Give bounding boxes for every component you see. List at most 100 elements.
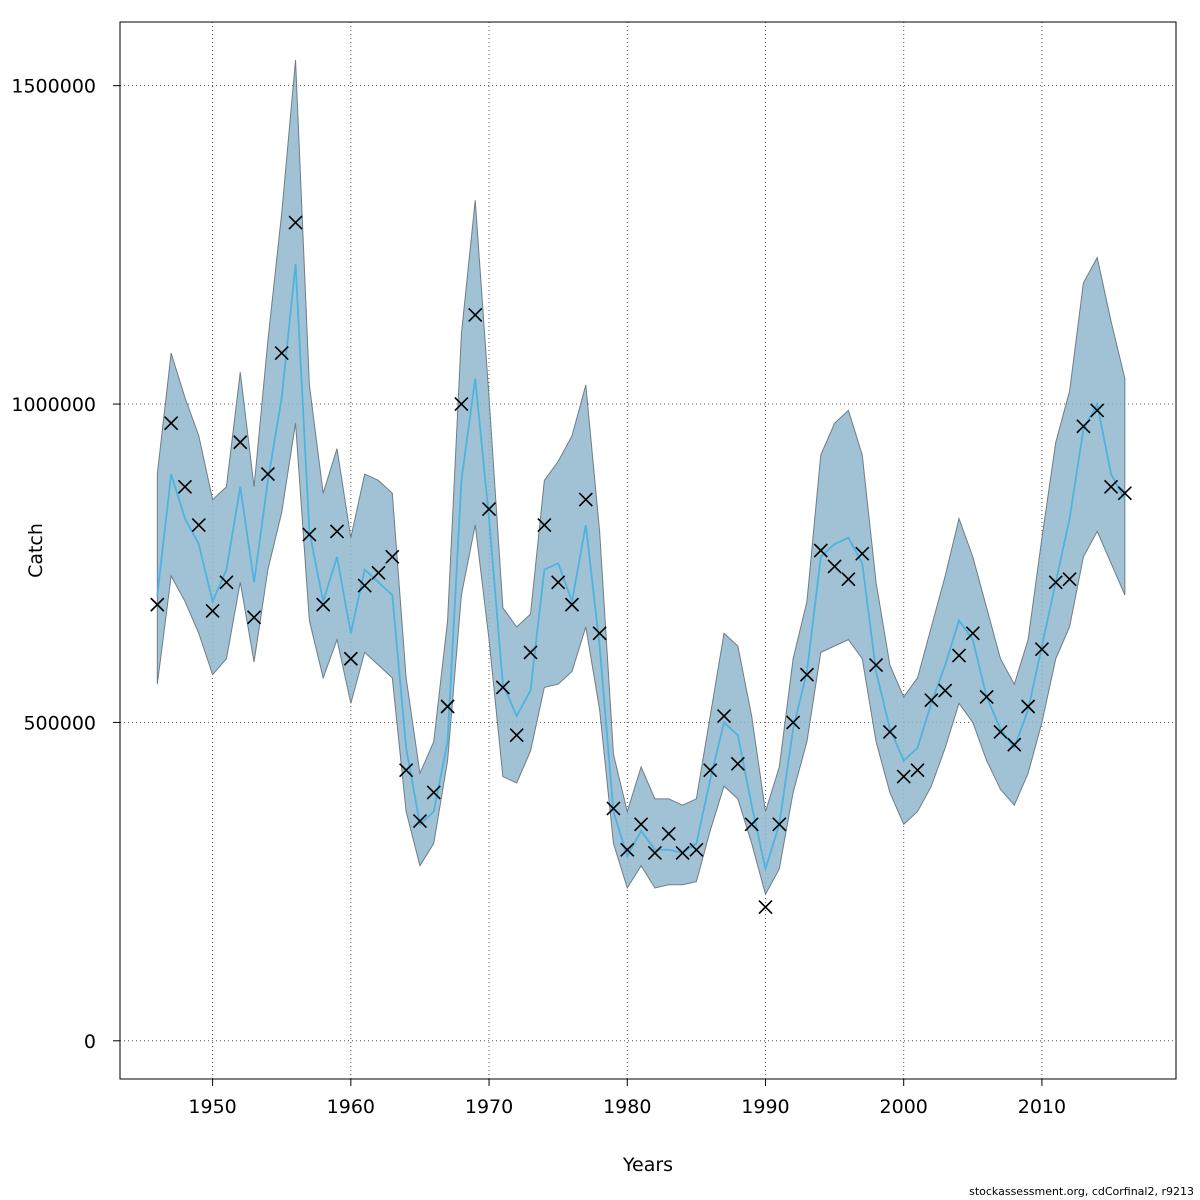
observed-point-stroke <box>647 845 662 861</box>
observed-point <box>247 610 262 625</box>
observed-point <box>799 667 815 682</box>
observed-point <box>1076 419 1091 434</box>
plot-frame <box>119 21 1177 1080</box>
credit-text: stockassessment.org, cdCorfinal2, r9213 <box>969 1185 1194 1198</box>
observed-point-stroke <box>1021 699 1036 714</box>
y-tick-label: 500000 <box>23 712 96 734</box>
observed-point <box>274 346 289 361</box>
observed-point <box>412 814 428 829</box>
observed-point <box>440 699 455 714</box>
observed-point <box>316 597 331 612</box>
observed-point <box>744 817 759 832</box>
observed-point-stroke <box>205 603 220 619</box>
observed-point <box>191 517 206 533</box>
observed-point <box>772 817 787 832</box>
grid-lines <box>120 22 1176 1079</box>
observed-point <box>399 763 414 778</box>
observed-point <box>689 842 704 857</box>
observed-point-stroke <box>260 467 275 482</box>
observed-point <box>1007 737 1022 752</box>
x-tick-label: 1950 <box>188 1096 236 1118</box>
x-tick-label: 1980 <box>603 1096 651 1118</box>
observed-point-stroke <box>938 683 953 698</box>
observed-point-stroke <box>951 648 967 663</box>
observed-point <box>1062 572 1077 587</box>
observed-point <box>938 683 953 698</box>
y-tick-label: 1500000 <box>11 76 96 98</box>
observed-point-stroke <box>799 667 815 682</box>
observed-point <box>233 435 248 450</box>
observed-point <box>1034 642 1049 657</box>
observed-point-stroke <box>233 435 248 450</box>
observed-point-stroke <box>716 708 732 724</box>
observed-point <box>965 626 980 641</box>
observed-point <box>924 693 939 708</box>
observed-point <box>302 527 317 542</box>
observed-point <box>1021 699 1036 714</box>
observed-point <box>827 559 842 574</box>
observed-point-stroke <box>537 517 552 533</box>
observed-point <box>260 467 275 482</box>
y-axis-title: Catch <box>25 523 47 578</box>
observed-point <box>454 396 469 412</box>
observed-point-stroke <box>357 578 372 593</box>
observed-point <box>620 842 635 857</box>
observed-point-stroke <box>744 817 759 832</box>
observed-point <box>979 689 994 705</box>
observed-point-stroke <box>1117 486 1132 501</box>
observed-point-stroke <box>661 826 676 841</box>
observed-point-stroke <box>965 626 980 641</box>
observed-point <box>813 543 828 558</box>
observed-point <box>606 801 621 816</box>
observed-point <box>578 492 593 507</box>
observed-point <box>675 845 690 861</box>
observed-markers <box>150 215 1132 915</box>
observed-point <box>537 517 552 533</box>
observed-point <box>205 603 220 619</box>
observed-point-stroke <box>855 546 870 561</box>
observed-point-stroke <box>993 724 1008 740</box>
observed-point-stroke <box>1076 419 1091 434</box>
observed-point <box>993 724 1008 740</box>
observed-point-stroke <box>509 728 524 743</box>
x-tick-label: 1960 <box>327 1096 375 1118</box>
y-axis: 0 500000 1000000 1500000 <box>11 76 120 1053</box>
observed-point <box>703 763 718 778</box>
observed-point-stroke <box>1034 642 1049 657</box>
observed-point-stroke <box>191 517 206 533</box>
observed-point <box>647 845 662 861</box>
observed-point-stroke <box>150 597 165 612</box>
observed-point-stroke <box>868 658 884 673</box>
observed-point <box>1048 575 1063 590</box>
observed-point-stroke <box>316 597 331 612</box>
observed-point <box>564 597 580 612</box>
observed-point-stroke <box>371 565 386 580</box>
observed-point-stroke <box>689 842 704 857</box>
observed-point <box>177 479 193 494</box>
observed-point-stroke <box>412 814 428 829</box>
observed-point-stroke <box>634 817 649 832</box>
observed-point-stroke <box>758 900 773 915</box>
observed-point <box>288 215 303 230</box>
observed-point-stroke <box>551 575 566 590</box>
observed-point-stroke <box>426 785 441 800</box>
observed-point-stroke <box>1062 572 1077 587</box>
x-tick-label: 2000 <box>880 1096 928 1118</box>
x-tick-label: 1990 <box>741 1096 789 1118</box>
estimate-line-path <box>156 263 1126 873</box>
observed-point <box>509 728 524 743</box>
observed-point <box>357 578 372 593</box>
observed-point <box>841 572 856 587</box>
observed-point-stroke <box>578 492 593 507</box>
observed-point-stroke <box>1103 479 1119 494</box>
observed-point <box>426 785 441 800</box>
observed-point-stroke <box>329 524 345 539</box>
observed-point-stroke <box>481 502 497 517</box>
observed-point-stroke <box>564 597 580 612</box>
x-axis: 1950 1960 1970 1980 1990 2000 2010 <box>188 1079 1066 1118</box>
observed-point-stroke <box>620 842 635 857</box>
observed-point <box>592 626 607 641</box>
observed-point <box>855 546 870 561</box>
observed-point-stroke <box>606 801 621 816</box>
